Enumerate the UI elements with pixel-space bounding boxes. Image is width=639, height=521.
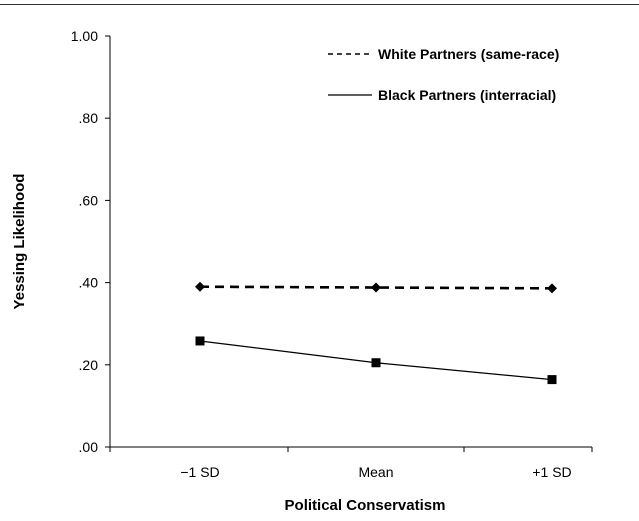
y-tick-label: .20 [79,357,99,373]
y-tick-label: .00 [79,439,99,455]
series-1 [195,281,557,294]
x-tick-label: Mean [358,464,393,480]
data-point-diamond [547,283,557,294]
y-axis-ticks: .00 .20 .40 .60 .80 1.00 [71,28,110,455]
y-axis-title: Yessing Likelihood [11,174,28,310]
series-layer [195,281,557,385]
y-tick-label: .80 [79,110,99,126]
data-point-square [195,336,205,346]
data-point-square [371,358,381,368]
axes [109,36,592,448]
y-tick-label: .60 [79,192,99,208]
series-2 [195,336,557,385]
x-axis-title: Political Conservatism [285,497,446,514]
x-axis-ticks: −1 SD Mean +1 SD [109,447,593,480]
series-line [199,285,553,290]
x-tick-label: +1 SD [532,464,571,480]
top-rule [0,4,639,5]
legend-label: Black Partners (interracial) [378,87,556,103]
x-tick-label: −1 SD [180,464,219,480]
data-point-diamond [195,281,205,292]
legend-label: White Partners (same-race) [378,46,559,62]
legend: White Partners (same-race) Black Partners… [328,46,559,103]
y-tick-label: .40 [79,275,99,291]
data-point-square [547,375,557,385]
data-point-diamond [371,282,381,293]
y-tick-label: 1.00 [71,28,98,44]
